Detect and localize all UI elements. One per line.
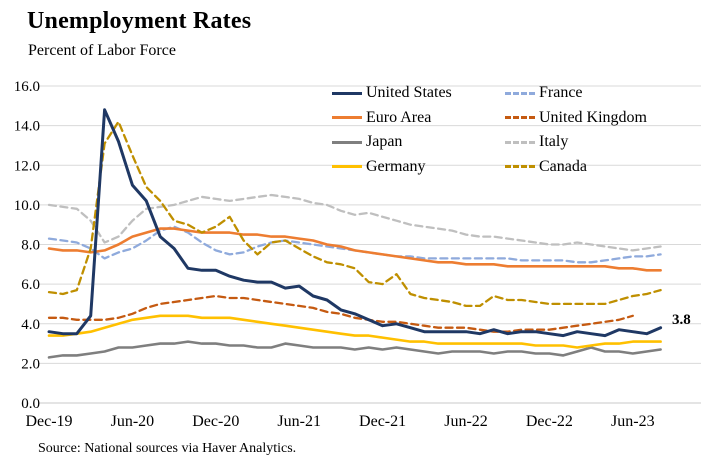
y-axis-tick-label: 16.0 [14, 79, 40, 95]
x-axis-tick-label: Jun-22 [444, 413, 488, 430]
series-line-euro-area [47, 227, 662, 272]
y-axis-tick-label: 14.0 [14, 119, 40, 135]
series-line-united-kingdom [47, 294, 634, 333]
series-line-germany [47, 314, 662, 349]
y-axis-tick-label: 4.0 [21, 317, 40, 333]
chart-title: Unemployment Rates [27, 8, 252, 34]
last-value-label: 3.8 [672, 312, 691, 328]
chart-subtitle: Percent of Labor Force [28, 42, 176, 59]
x-axis-tick-label: Jun-20 [111, 413, 155, 430]
x-axis-tick-label: Dec-20 [192, 413, 239, 430]
source-note: Source: National sources via Haver Analy… [38, 441, 297, 456]
x-axis-tick-label: Jun-23 [611, 413, 655, 430]
y-axis-tick-label: 6.0 [21, 277, 40, 293]
y-axis-tick-label: 0.0 [21, 396, 40, 412]
x-axis-tick-label: Dec-22 [526, 413, 573, 430]
series-line-canada [47, 120, 662, 308]
y-axis-tick-label: 2.0 [21, 356, 40, 372]
series-line-italy [47, 193, 662, 252]
y-axis-tick-label: 12.0 [14, 158, 40, 174]
series-line-united-states [47, 108, 663, 338]
x-axis-tick-label: Jun-21 [277, 413, 321, 430]
y-axis-tick-label: 10.0 [14, 198, 40, 214]
y-axis-tick-label: 8.0 [21, 238, 40, 254]
x-axis-tick-label: Dec-19 [25, 413, 72, 430]
x-axis-tick-label: Dec-21 [359, 413, 406, 430]
series-line-japan [47, 340, 662, 359]
